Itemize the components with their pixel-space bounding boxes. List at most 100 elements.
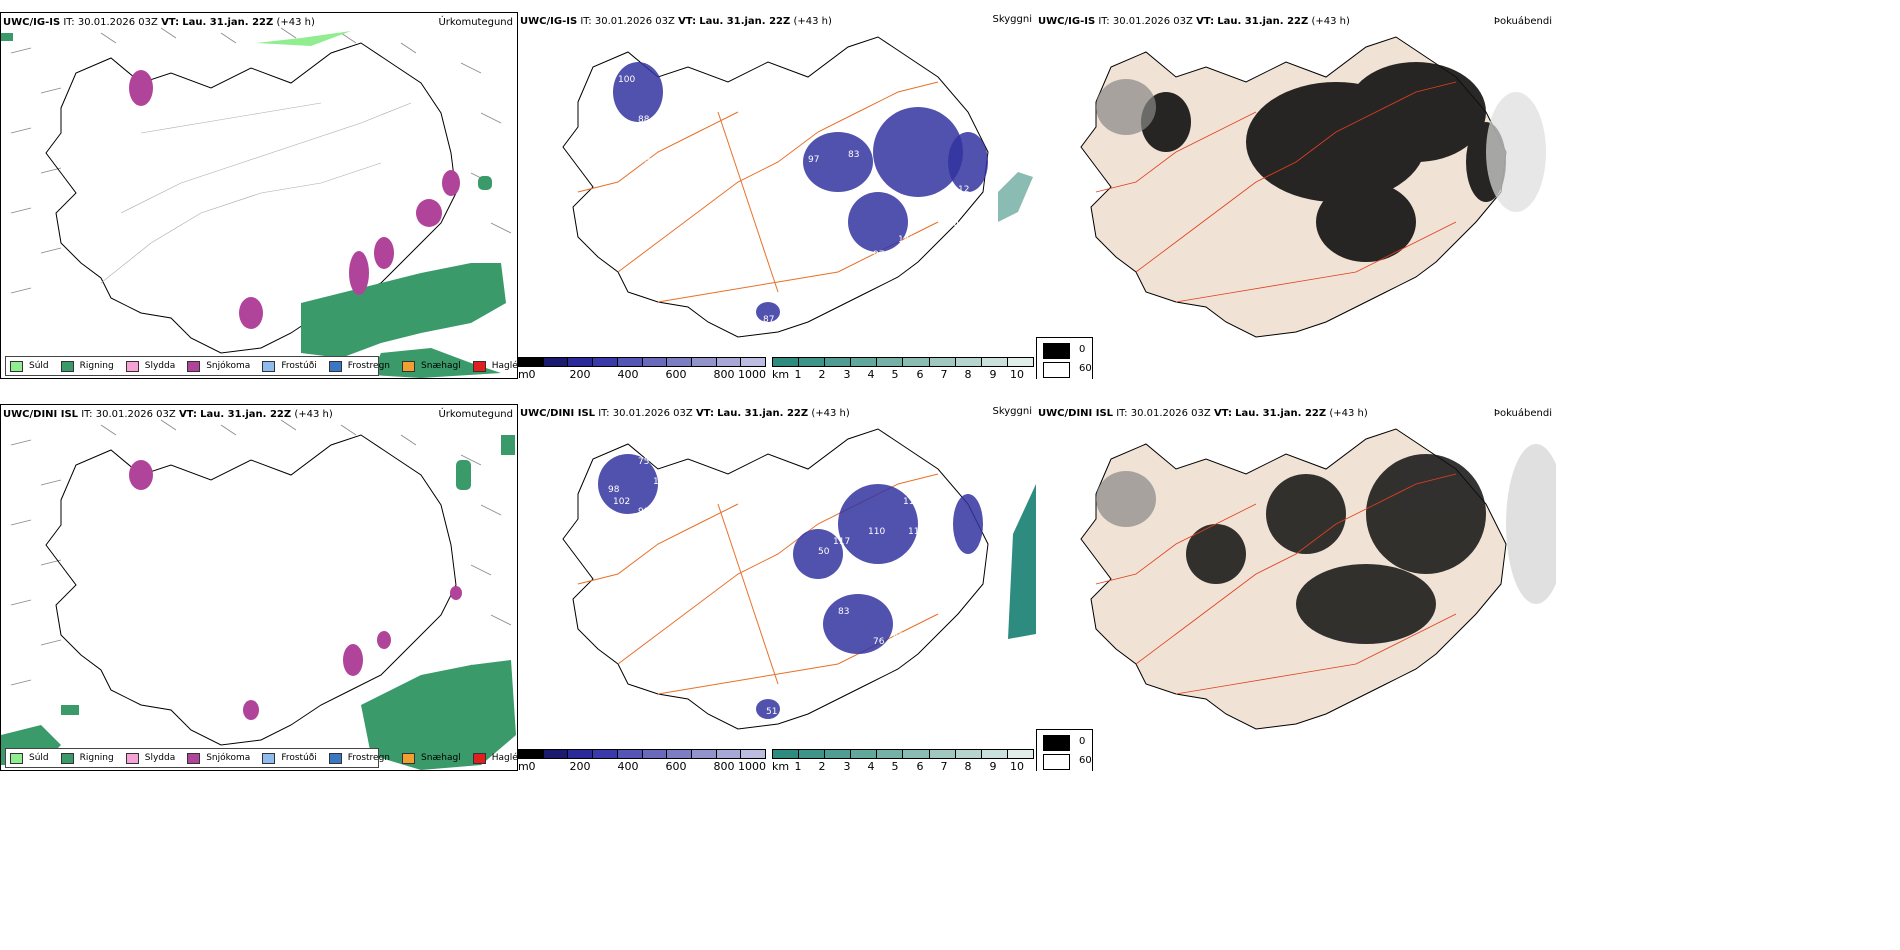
cloud-base-areas (598, 454, 983, 719)
legend-item: Súld (10, 752, 49, 764)
road-network (577, 81, 939, 303)
iceland-map (1, 13, 517, 378)
station-value-label: 97 (808, 155, 819, 165)
iceland-map (1036, 12, 1556, 342)
legend-item: Frostúði (262, 360, 317, 372)
colorbar-segment (617, 750, 643, 758)
legend-swatch (1043, 343, 1070, 359)
snow-areas (129, 70, 460, 329)
legend-item: Snjókoma (187, 752, 250, 764)
colorbar-segment (773, 358, 800, 366)
legend-swatch (187, 360, 201, 372)
station-value-label: 83 (838, 607, 849, 617)
snow-areas (129, 460, 462, 720)
station-value-label: 83 (848, 150, 859, 160)
legend-swatch (402, 752, 416, 764)
legend-item: Haglél (472, 752, 517, 764)
iceland-map: 100 88 109 97 83 94 148 97 148 101 94 67 12 87 (518, 12, 1036, 342)
colorbar-segment (716, 750, 742, 758)
colorbar-segment (1007, 750, 1033, 758)
legend-label: 0 (1079, 344, 1086, 355)
legend-label: 60 (1079, 363, 1092, 374)
colorbar-segment (741, 358, 766, 366)
cloud-index-panel-bottom: UWC/DINI ISL IT: 30.01.2026 03Z VT: Lau.… (1036, 404, 1556, 771)
legend-item: Slydda (125, 752, 175, 764)
cloud-base-panel-bottom: UWC/DINI ISL IT: 30.01.2026 03Z VT: Lau.… (518, 404, 1036, 771)
colorbar-segment (825, 750, 852, 758)
cloud-base-panel-top: UWC/IG-IS IT: 30.01.2026 03Z VT: Lau. 31… (518, 12, 1036, 379)
colorbar-segment (929, 358, 956, 366)
legend-swatch (187, 752, 201, 764)
station-value-label: 42 (893, 632, 904, 642)
colorbar-segment (593, 750, 618, 758)
colorbar-segment (543, 358, 569, 366)
colorbar-segment (667, 750, 692, 758)
colorbar-segment (593, 358, 618, 366)
colorbar-segment (716, 358, 742, 366)
colorbar-segment (799, 358, 826, 366)
legend-swatch (262, 752, 276, 764)
legend-item: Rigning (60, 752, 114, 764)
colorbar-segment (519, 750, 544, 758)
height-unit: m (518, 760, 529, 771)
station-value-label: 148 (828, 235, 845, 245)
station-value-label: 51 (766, 707, 777, 717)
colorbar-segment (667, 358, 692, 366)
panel-header: UWC/IG-IS IT: 30.01.2026 03Z VT: Lau. 31… (1038, 16, 1350, 27)
colorbar-segment (955, 358, 982, 366)
station-value-label: 109 (633, 155, 650, 165)
station-value-label: 87 (763, 315, 774, 325)
rain-areas (1, 435, 516, 770)
height-unit: m (518, 368, 529, 379)
legend-swatch (1043, 362, 1070, 378)
station-value-label: 87 (663, 507, 674, 517)
station-value-label: 94 (833, 215, 845, 225)
station-value-label: 12 (958, 185, 969, 195)
station-value-label: 114 (908, 527, 925, 537)
legend-swatch (60, 752, 74, 764)
panel-header: UWC/IG-IS IT: 30.01.2026 03Z VT: Lau. 31… (3, 17, 315, 28)
legend-swatch (472, 360, 486, 372)
legend-item: Frostregn (328, 360, 390, 372)
legend-swatch (1043, 754, 1070, 770)
colorbar-segment (877, 750, 904, 758)
precip-type-legend: Súld Rigning Slydda Snjókoma Frostúði Fr… (5, 356, 517, 376)
station-value-label: 98 (608, 485, 620, 495)
colorbar-segment (741, 750, 766, 758)
panel-title: Þokuábendi (1493, 408, 1552, 419)
legend-item: Slydda (125, 360, 175, 372)
wind-barbs (10, 419, 512, 686)
legend-item: Snjókoma (187, 360, 250, 372)
legend-item: Haglél (472, 360, 517, 372)
colorbar-segment (851, 750, 878, 758)
legend-item: Snæhagl (402, 360, 461, 372)
iceland-map (1, 405, 517, 770)
legend-label: 60 (1079, 755, 1092, 766)
station-value-label: 108 (913, 562, 930, 572)
colorbar-segment (568, 358, 594, 366)
fog-areas (1141, 62, 1506, 262)
panel-header: UWC/IG-IS IT: 30.01.2026 03Z VT: Lau. 31… (520, 16, 832, 27)
station-value-label: 199 (653, 477, 670, 487)
station-value-label: 101 (908, 220, 925, 230)
legend-swatch (328, 752, 342, 764)
station-value-label: 94 (948, 220, 960, 230)
legend-item: Frostregn (328, 752, 390, 764)
colorbar-segment (825, 358, 852, 366)
precip-type-panel-bottom: UWC/DINI ISL IT: 30.01.2026 03Z VT: Lau.… (0, 404, 518, 771)
station-value-label: 119 (873, 657, 890, 667)
legend-item: Rigning (60, 360, 114, 372)
station-value-label: 100 (618, 75, 635, 85)
station-value-label: 113 (903, 497, 920, 507)
colorbar-segment (543, 750, 569, 758)
colorbar-segment (642, 358, 668, 366)
station-value-label: 102 (613, 497, 630, 507)
fog-areas (1186, 454, 1486, 644)
cloud-index-legend: 0 60 (1036, 337, 1093, 379)
station-value-label: 103 (913, 492, 930, 502)
legend-swatch (125, 752, 139, 764)
colorbar-segment (691, 750, 717, 758)
panel-title: Skyggni (992, 406, 1032, 417)
legend-label: 0 (1079, 736, 1086, 747)
colorbar-segment (642, 750, 668, 758)
